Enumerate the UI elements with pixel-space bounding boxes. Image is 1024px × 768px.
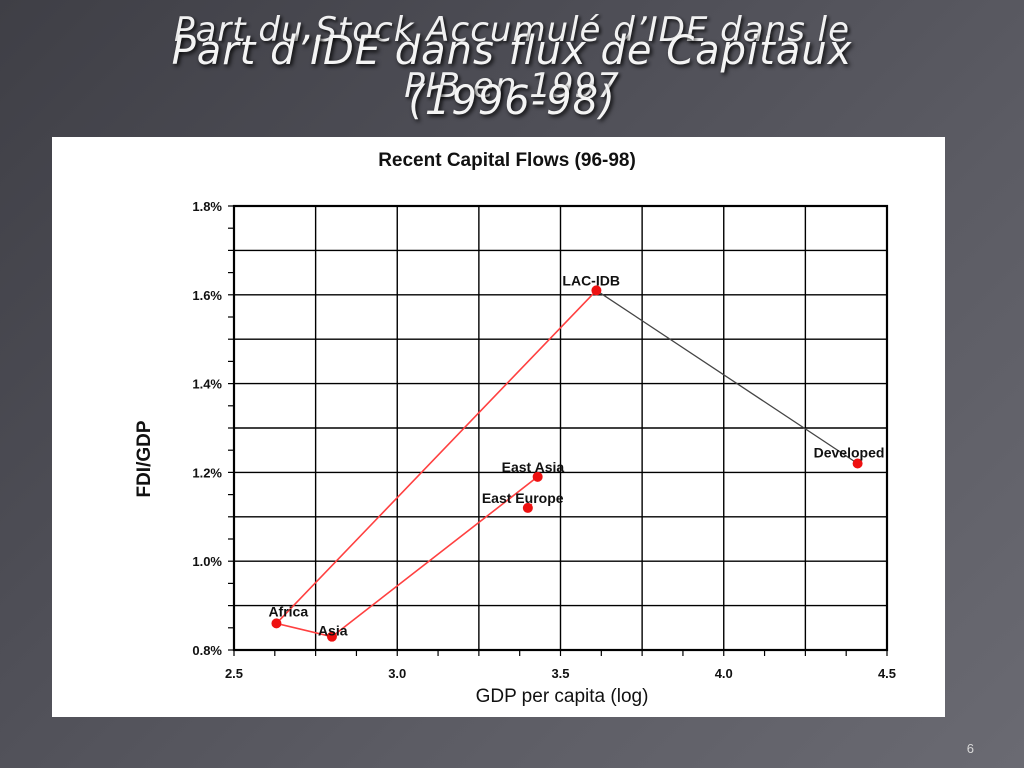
- y-tick-label: 1.4%: [192, 377, 222, 392]
- data-point-africa: [271, 618, 282, 629]
- chart-title: Recent Capital Flows (96-98): [378, 150, 636, 171]
- data-point-east-asia: [532, 471, 543, 482]
- y-axis-label: FDI/GDP: [134, 420, 155, 497]
- x-tick-label: 4.5: [878, 666, 896, 681]
- x-axis-label: GDP per capita (log): [476, 686, 649, 707]
- data-label-east-europe: East Europe: [482, 490, 564, 506]
- data-label-lac-idb: LAC-IDB: [562, 272, 620, 288]
- data-label-asia: Asia: [318, 623, 348, 639]
- title-front-line-1: Part d’IDE dans flux de Capitaux: [171, 28, 853, 74]
- chart-lines: [274, 289, 858, 638]
- data-label-developed: Developed: [814, 445, 885, 461]
- y-tick-label: 1.2%: [192, 465, 222, 480]
- series-line-red: [274, 289, 597, 638]
- data-point-developed: [852, 458, 863, 469]
- data-point-lac-idb: [591, 285, 602, 296]
- chart-frame: Recent Capital Flows (96-98) 2.5 3.0 3.5 4.…: [52, 137, 945, 717]
- y-tick-label: 0.8%: [192, 643, 222, 658]
- slide-number: 6: [966, 741, 974, 756]
- y-tick-label: 1.6%: [192, 288, 222, 303]
- chart-ticks: 2.5 3.0 3.5 4.0 4.5 0.8% 1.0% 1.2% 1.4% 1.6% 1.8%: [192, 199, 896, 681]
- chart-grid: [228, 204, 889, 656]
- series-line-grey: [596, 289, 858, 465]
- x-tick-label: 4.0: [715, 666, 733, 681]
- chart-points: Africa Asia East Asia East Europe LAC-IDB Dev…: [268, 272, 885, 642]
- data-point-asia: [326, 631, 337, 642]
- y-tick-label: 1.0%: [192, 554, 222, 569]
- capital-flows-chart: Recent Capital Flows (96-98) 2.5 3.0 3.5 4.…: [134, 150, 896, 707]
- title-front-line-2: (1996-98): [408, 78, 616, 124]
- data-point-east-europe: [522, 502, 533, 513]
- y-tick-label: 1.8%: [192, 199, 222, 214]
- title-back-line-1: Part du Stock Accumulé d’IDE dans le: [173, 10, 851, 50]
- data-label-africa: Africa: [268, 603, 308, 619]
- data-label-east-asia: East Asia: [502, 459, 565, 475]
- title-back-line-2: PIB en 1997: [404, 66, 620, 106]
- x-tick-label: 2.5: [225, 666, 243, 681]
- x-tick-label: 3.0: [388, 666, 406, 681]
- slide-title: Part du Stock Accumulé d’IDE dans le PIB…: [0, 0, 1024, 140]
- x-tick-label: 3.5: [551, 666, 569, 681]
